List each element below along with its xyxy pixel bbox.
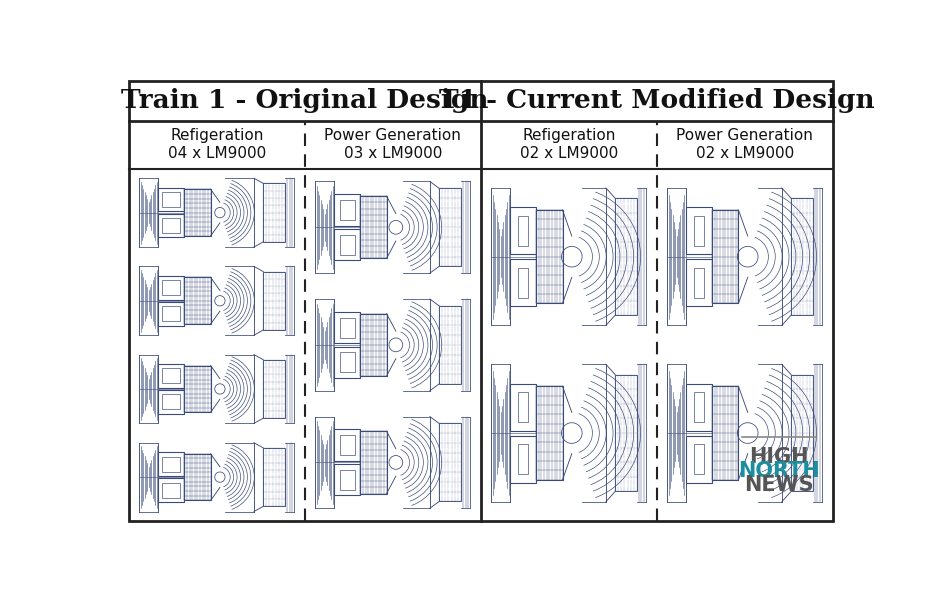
Bar	[334, 229, 360, 260]
Bar	[537, 210, 563, 303]
Bar	[686, 383, 712, 430]
Bar	[340, 200, 355, 220]
Text: HIGH: HIGH	[749, 447, 809, 467]
Bar	[694, 216, 704, 246]
Bar	[340, 352, 355, 372]
Bar	[334, 346, 360, 378]
Bar	[158, 276, 184, 300]
Bar	[158, 479, 184, 502]
Bar	[158, 452, 184, 476]
Bar	[264, 448, 285, 507]
Bar	[791, 374, 812, 492]
Bar	[439, 306, 461, 384]
Bar	[158, 214, 184, 237]
Bar	[184, 190, 211, 236]
Bar	[519, 392, 528, 422]
Bar	[334, 429, 360, 461]
Bar	[158, 390, 184, 414]
Bar	[162, 457, 180, 471]
Text: Power Generation
03 x LM9000: Power Generation 03 x LM9000	[325, 129, 461, 161]
Bar	[334, 312, 360, 343]
Bar	[519, 216, 528, 246]
Text: T1 - Current Modified Design: T1 - Current Modified Design	[439, 88, 874, 113]
Bar	[686, 207, 712, 254]
Bar	[158, 364, 184, 388]
Text: Refigeration
04 x LM9000: Refigeration 04 x LM9000	[168, 129, 266, 161]
Bar	[162, 395, 180, 409]
Bar	[694, 268, 704, 298]
Bar	[510, 436, 537, 483]
Bar	[686, 259, 712, 306]
Text: Power Generation
02 x LM9000: Power Generation 02 x LM9000	[676, 129, 813, 161]
Bar	[334, 194, 360, 226]
Bar	[510, 259, 537, 306]
Text: NEWS: NEWS	[744, 475, 813, 495]
Bar	[615, 374, 637, 492]
Bar	[791, 198, 812, 315]
Bar	[510, 383, 537, 430]
Text: Train 1 - Original Design: Train 1 - Original Design	[121, 88, 489, 113]
Bar	[162, 218, 180, 233]
Bar	[340, 435, 355, 455]
Bar	[264, 272, 285, 330]
Bar	[162, 483, 180, 498]
Bar	[615, 198, 637, 315]
Bar	[162, 192, 180, 207]
Bar	[334, 464, 360, 495]
Bar	[712, 386, 738, 480]
Bar	[184, 365, 211, 412]
Bar	[162, 280, 180, 295]
Bar	[340, 235, 355, 254]
Bar	[519, 268, 528, 298]
Bar	[162, 306, 180, 321]
Bar	[686, 436, 712, 483]
Bar	[360, 432, 386, 493]
Bar	[360, 313, 386, 376]
Bar	[537, 386, 563, 480]
Bar	[184, 454, 211, 501]
Bar	[510, 207, 537, 254]
Bar	[264, 360, 285, 418]
Bar	[439, 423, 461, 501]
Text: NORTH: NORTH	[738, 461, 820, 481]
Bar	[264, 184, 285, 242]
Text: Refigeration
02 x LM9000: Refigeration 02 x LM9000	[520, 129, 618, 161]
Bar	[519, 444, 528, 474]
Bar	[439, 188, 461, 266]
Bar	[694, 444, 704, 474]
Bar	[162, 368, 180, 383]
Bar	[158, 188, 184, 212]
Bar	[694, 392, 704, 422]
Bar	[360, 196, 386, 259]
Bar	[340, 318, 355, 337]
Bar	[340, 470, 355, 490]
Bar	[184, 277, 211, 324]
Bar	[158, 302, 184, 325]
Bar	[712, 210, 738, 303]
